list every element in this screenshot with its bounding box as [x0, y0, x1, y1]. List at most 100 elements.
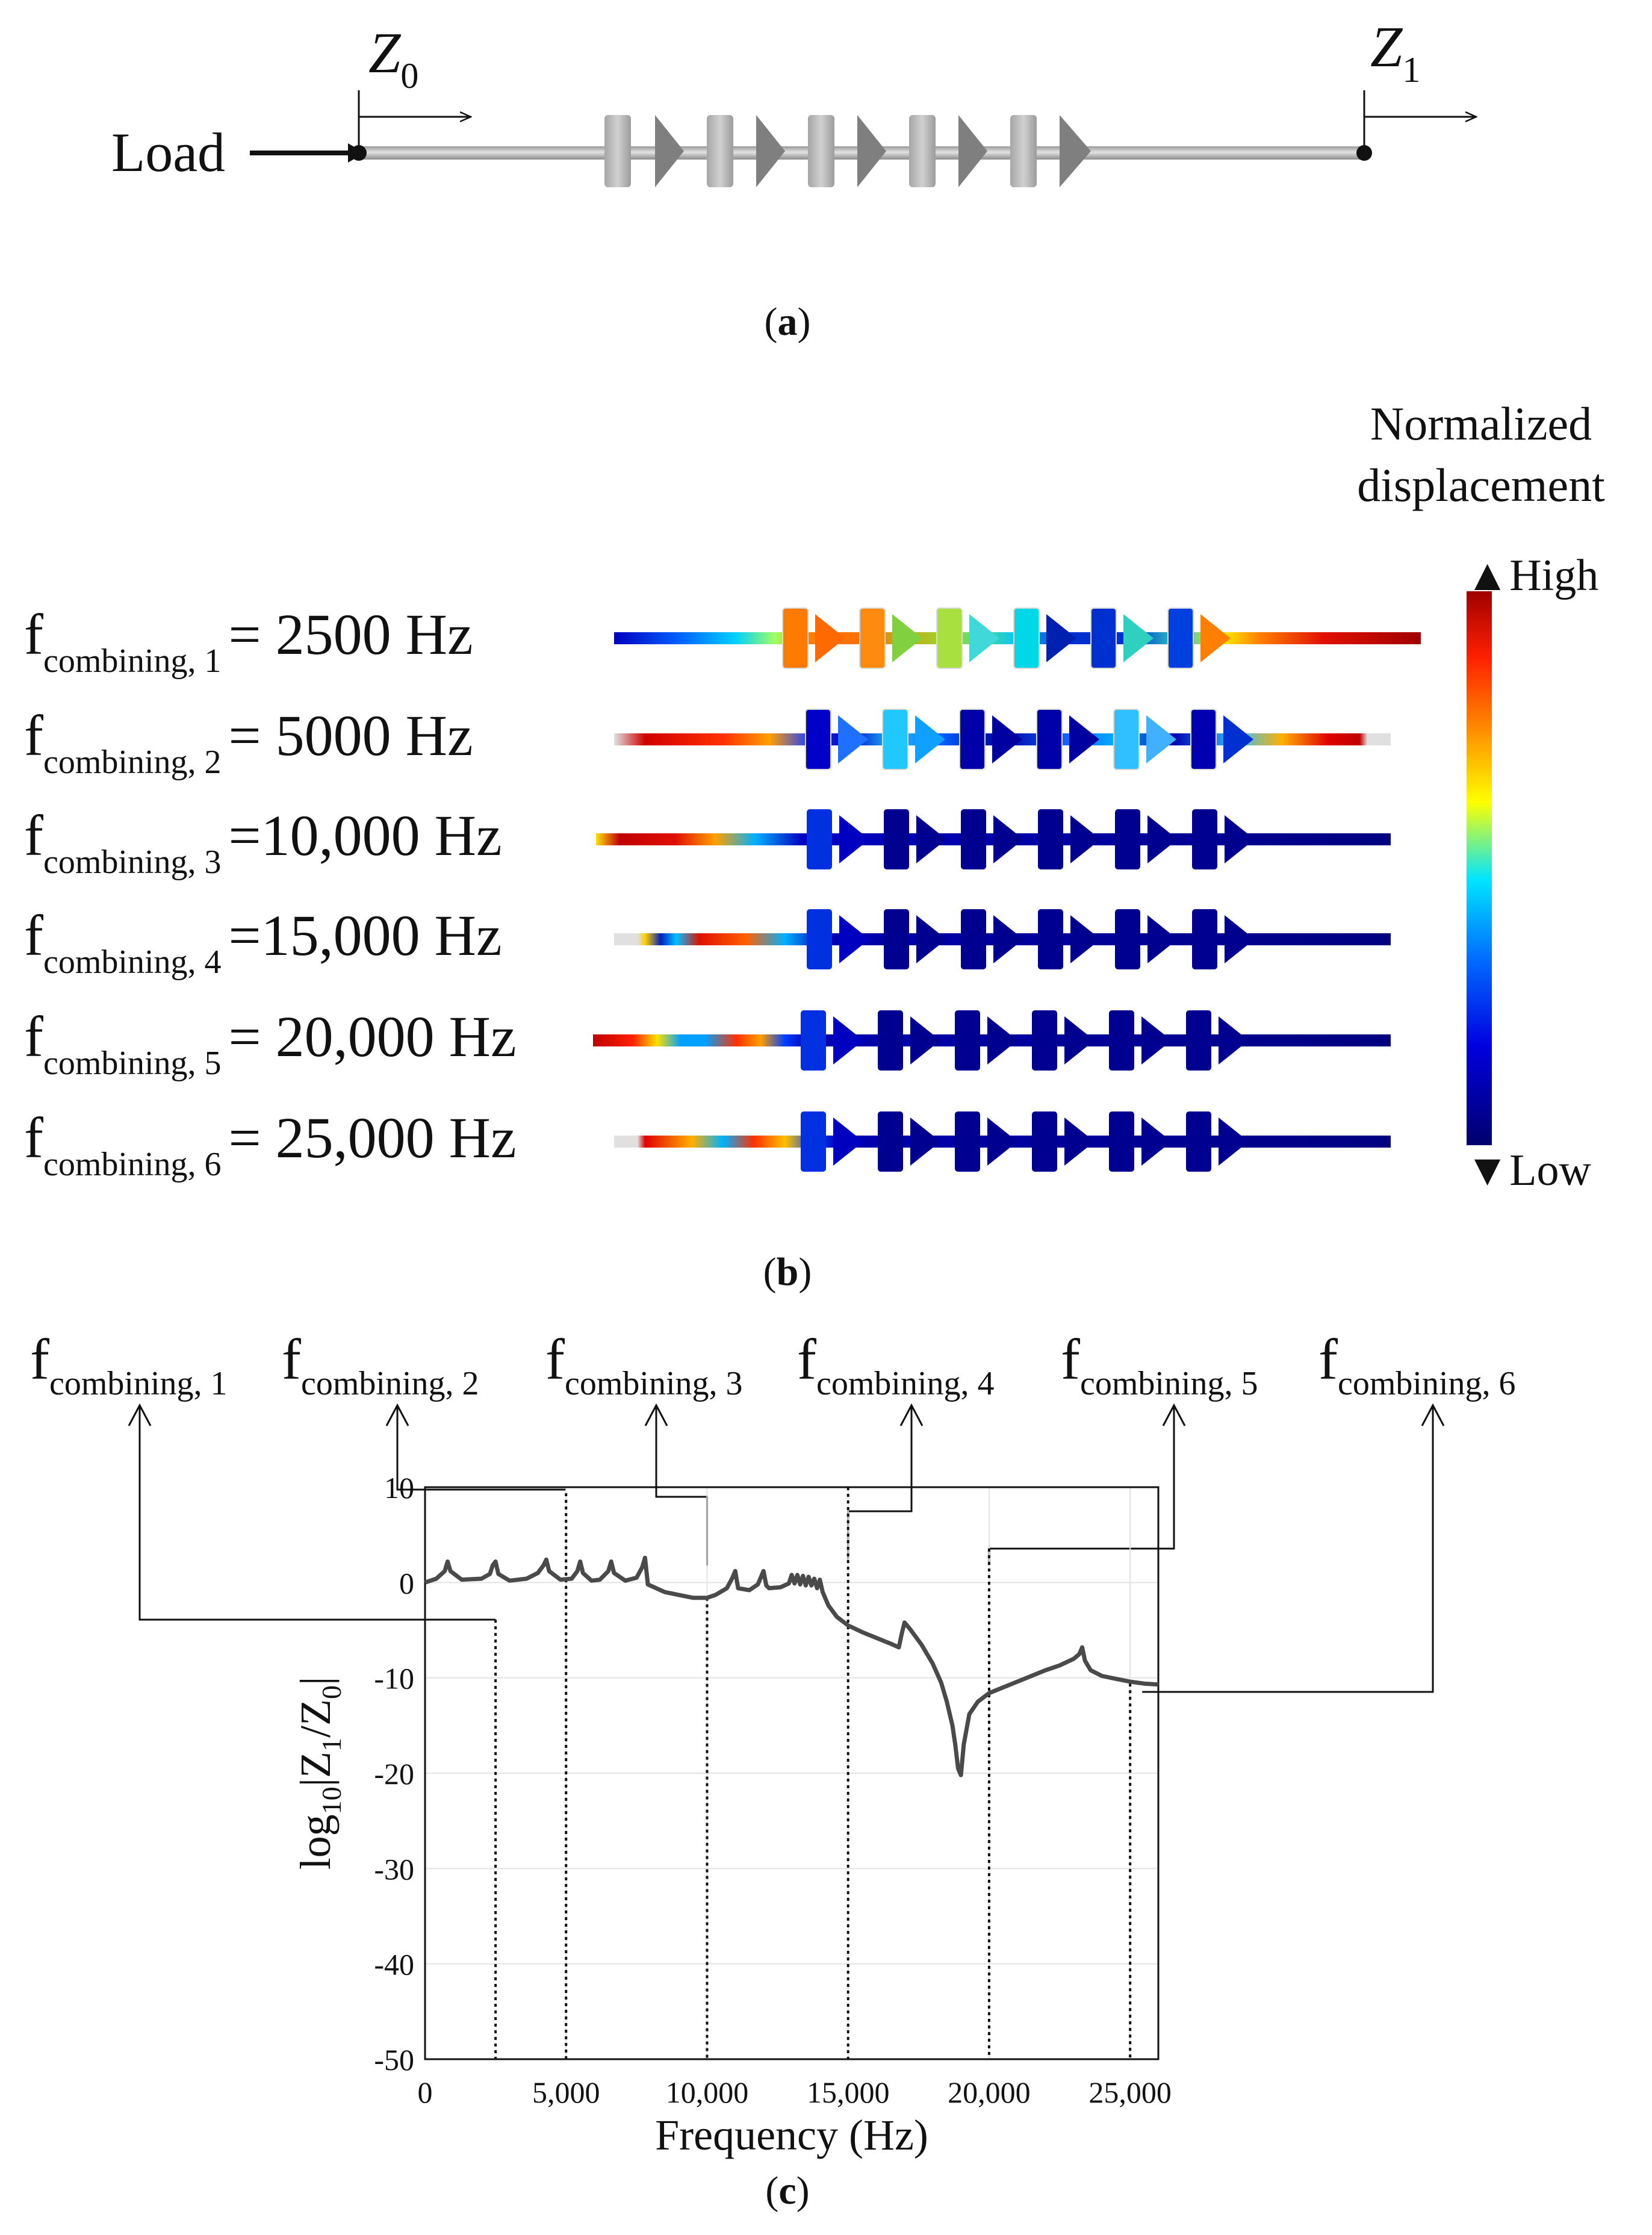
callout-leader-6 [1142, 1407, 1434, 1693]
mode-shape-cone [987, 1118, 1017, 1166]
mode-shape-cone [992, 715, 1022, 763]
frequency-label-3: fcombining, 3 =10,000 Hz [24, 803, 502, 881]
mode-shape-cone [910, 1118, 940, 1166]
mode-shape-cone [987, 1016, 1017, 1065]
f-symbol: f [1061, 1327, 1080, 1391]
mode-shape-cone [993, 815, 1023, 863]
frequency-label-1: fcombining, 1 = 2500 Hz [24, 602, 473, 680]
y-tick-label: -50 [374, 2043, 414, 2077]
ring [707, 115, 733, 187]
callout-label-3: fcombining, 3 [545, 1327, 743, 1402]
f-symbol: f [24, 703, 43, 768]
mode-shape-ring [1167, 608, 1194, 669]
y-axis-label: log10|Z1/Z0| [291, 1677, 347, 1870]
mode-shape-ring [801, 1111, 826, 1172]
f-value: = 25,000 Hz [229, 1105, 517, 1170]
panel-b: Normalized displacement ▲High ▼Low fcomb… [24, 397, 1605, 1294]
mode-shape-ring [1190, 709, 1217, 770]
mode-shape-ring [955, 1111, 980, 1172]
caption-b: (b) [763, 1250, 812, 1294]
x-axis-label: Frequency (Hz) [655, 2111, 928, 2159]
f-subscript: combining, 6 [43, 1146, 222, 1183]
cone [958, 115, 987, 187]
frequency-label-5: fcombining, 5 = 20,000 Hz [24, 1004, 517, 1082]
f-symbol: f [24, 903, 43, 968]
mode-shape-cone [993, 915, 1023, 963]
mode-shape-ring [1192, 909, 1217, 969]
f-symbol: f [30, 1327, 49, 1391]
cone [655, 115, 684, 187]
mode-shape-ring [801, 1010, 826, 1071]
ring [808, 115, 834, 187]
mode-shape-ring [1032, 1010, 1057, 1071]
mode-shape-cone [1141, 1016, 1172, 1065]
f-value: = 20,000 Hz [229, 1004, 517, 1069]
mode-shape-ring [807, 809, 832, 869]
y-tick-label: -10 [374, 1662, 414, 1696]
mode-shape-cone [1146, 715, 1176, 763]
mode-shape-ring [1038, 809, 1063, 869]
mode-shape-cone [915, 715, 945, 763]
mode-shape-cone [1223, 715, 1253, 763]
mode-shape-ring [1115, 809, 1140, 869]
mode-shape-cone [1070, 815, 1101, 863]
callout-label-5: fcombining, 5 [1061, 1327, 1258, 1402]
mode-shape-ring [936, 608, 963, 669]
f-symbol: f [24, 602, 43, 667]
legend-low: ▼Low [1465, 1146, 1591, 1195]
mode-shape-ring [859, 608, 886, 669]
cone [1060, 115, 1091, 187]
mode-shape-ring [878, 1111, 903, 1172]
mode-shape-ring [884, 809, 909, 869]
mode-shape-ring [1186, 1111, 1211, 1172]
mode-shape-ring [1192, 809, 1217, 869]
f-subscript: combining, 2 [43, 744, 222, 781]
x-tick-label: 10,000 [666, 2075, 749, 2109]
mode-shape-cone [1141, 1118, 1172, 1166]
mode-shape-ring [1115, 909, 1140, 969]
mode-shape-cone [1070, 915, 1101, 963]
f-symbol: f [282, 1327, 301, 1391]
mode-shape-cone [1064, 1016, 1095, 1065]
callout-label-4: fcombining, 4 [797, 1327, 995, 1402]
callout-arrowhead-4 [899, 1403, 924, 1426]
legend-high: ▲High [1465, 551, 1598, 600]
mode-shape-ring [1038, 909, 1063, 969]
data-series-line [424, 1555, 1159, 1777]
mode-shape-ring [961, 909, 986, 969]
mode-shape-ring [884, 909, 909, 969]
f-symbol: f [797, 1327, 816, 1391]
mode-shape-ring [782, 608, 809, 669]
mode-shape-cone [1225, 815, 1255, 863]
mode-shape-ring [1032, 1111, 1057, 1172]
f-symbol: f [1318, 1327, 1338, 1391]
callout-label-2: fcombining, 2 [282, 1327, 479, 1402]
y-label-bar: | [291, 1677, 340, 1685]
plot-frame [424, 1486, 1160, 2060]
frequency-label-2: fcombining, 2 = 5000 Hz [24, 703, 473, 781]
mode-shape-cone [833, 1016, 863, 1065]
callout-leader-3 [655, 1407, 708, 1565]
caption-a: (a) [765, 300, 811, 344]
y-tick-label: -20 [374, 1757, 414, 1791]
mode-shape-ring [878, 1010, 903, 1071]
mode-shape-ring [1036, 709, 1063, 770]
callout-leader-4 [847, 1407, 913, 1559]
f-symbol: f [24, 1004, 43, 1069]
callout-arrowhead-5 [1162, 1403, 1186, 1426]
y-label-z1: |Z [291, 1752, 340, 1786]
f-subscript: combining, 4 [43, 943, 222, 981]
mode-shape-cone [839, 915, 869, 963]
mode-shape-cone [910, 1016, 940, 1065]
frequency-label-4: fcombining, 4 =15,000 Hz [24, 903, 502, 981]
cone [857, 115, 886, 187]
y-label-sub: 10 [316, 1786, 347, 1814]
mode-shape-cone [815, 614, 845, 662]
legend-title-line2: displacement [1357, 459, 1605, 511]
legend-colorbar [1467, 591, 1492, 1145]
mode-shape-ring [961, 809, 986, 869]
mode-shape-ring [1113, 709, 1140, 770]
mode-shape-cone [1069, 715, 1099, 763]
